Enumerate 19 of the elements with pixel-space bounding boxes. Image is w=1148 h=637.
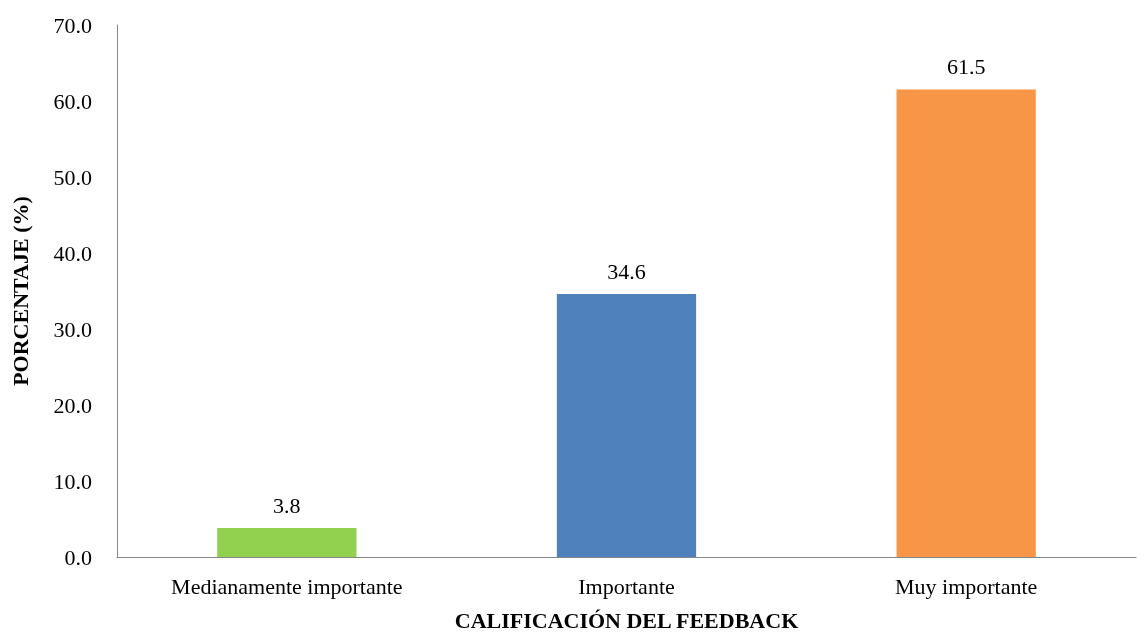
y-tick-label: 0.0: [64, 544, 92, 570]
y-tick-label: 40.0: [53, 240, 92, 266]
x-tick-label: Medianamente importante: [171, 573, 403, 599]
y-tick-label: 20.0: [53, 392, 92, 418]
y-tick-label: 10.0: [53, 468, 92, 494]
y-axis-title: PORCENTAJE (%): [7, 196, 33, 386]
bar: [896, 89, 1036, 557]
y-tick-label: 50.0: [53, 164, 92, 190]
x-tick-label: Muy importante: [894, 573, 1038, 599]
y-tick-label: 70.0: [53, 12, 92, 38]
bar: [556, 294, 697, 557]
data-label: 34.6: [607, 258, 646, 284]
data-label: 3.8: [273, 492, 301, 518]
bar: [217, 528, 357, 557]
x-tick-label: Importante: [578, 573, 675, 599]
y-tick-label: 30.0: [53, 316, 92, 342]
y-tick-label: 60.0: [53, 88, 92, 114]
data-label: 61.5: [946, 54, 986, 80]
x-axis-title: CALIFICACIÓN DEL FEEDBACK: [454, 607, 799, 633]
